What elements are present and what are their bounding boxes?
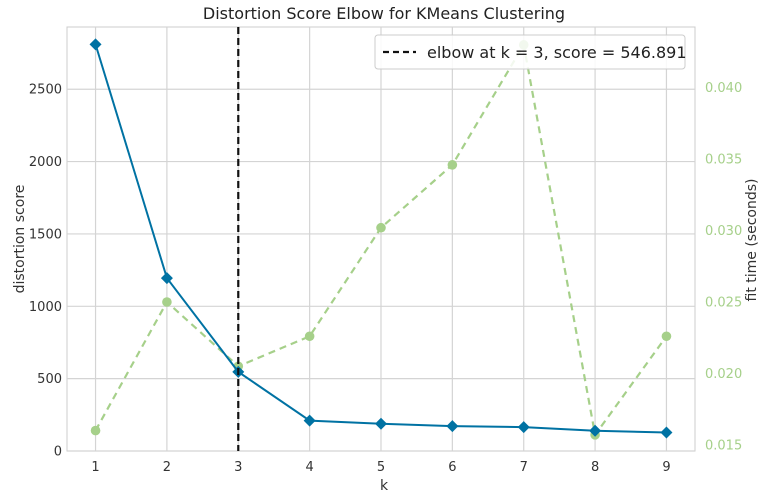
x-tick-label: 5 xyxy=(377,460,385,475)
fit-time-point xyxy=(447,160,458,170)
gridlines xyxy=(67,27,695,452)
distortion-point xyxy=(303,414,316,427)
distortion-point xyxy=(375,417,387,430)
y2-tick-label: 0.040 xyxy=(705,81,742,96)
y2-axis-label: fit time (seconds) xyxy=(744,179,760,302)
legend-box xyxy=(374,34,686,70)
fit-time-point xyxy=(661,331,672,342)
distortion-point xyxy=(517,421,530,434)
x-tick-label: 9 xyxy=(662,460,670,475)
distortion-point xyxy=(446,420,459,433)
y2-tick-label: 0.035 xyxy=(705,153,742,168)
y-tick-label: 2500 xyxy=(29,83,62,98)
x-tick-label: 3 xyxy=(234,460,242,475)
chart-title: Distortion Score Elbow for KMeans Cluste… xyxy=(203,4,565,23)
y-axis-label: distortion score xyxy=(12,185,28,294)
fit-time-point xyxy=(90,425,101,436)
legend-label: elbow at k = 3, score = 546.891 xyxy=(427,43,687,62)
x-tick-label: 4 xyxy=(305,460,313,475)
distortion-point xyxy=(660,426,673,439)
legend: elbow at k = 3, score = 546.891 xyxy=(374,34,687,70)
x-tick-label: 1 xyxy=(91,460,99,475)
y-tick-label: 1500 xyxy=(29,227,62,242)
y-tick-label: 1000 xyxy=(29,300,62,315)
y-tick-label: 500 xyxy=(37,372,62,387)
y2-tick-label: 0.030 xyxy=(705,224,742,239)
x-tick-label: 2 xyxy=(163,460,171,475)
distortion-series xyxy=(89,38,673,439)
fit-time-point xyxy=(304,331,315,342)
distortion-point xyxy=(160,272,173,285)
y-tick-label: 0 xyxy=(54,445,62,460)
tick-labels: 1 2 3 4 5 6 7 8 9 0 500 1000 1500 2000 2500 0.015 0.020 0… xyxy=(29,81,742,475)
y2-tick-label: 0.020 xyxy=(705,367,742,382)
x-axis-label: k xyxy=(380,478,389,491)
y2-tick-label: 0.015 xyxy=(705,438,742,453)
fit-time-point xyxy=(162,297,172,307)
x-tick-label: 8 xyxy=(591,460,599,475)
x-tick-label: 6 xyxy=(448,460,456,475)
fit-time-point xyxy=(376,222,386,233)
y-tick-label: 2000 xyxy=(29,155,62,170)
distortion-point xyxy=(89,38,102,51)
distortion-point xyxy=(589,424,602,437)
x-tick-label: 7 xyxy=(520,460,528,475)
y2-tick-label: 0.025 xyxy=(705,296,742,311)
